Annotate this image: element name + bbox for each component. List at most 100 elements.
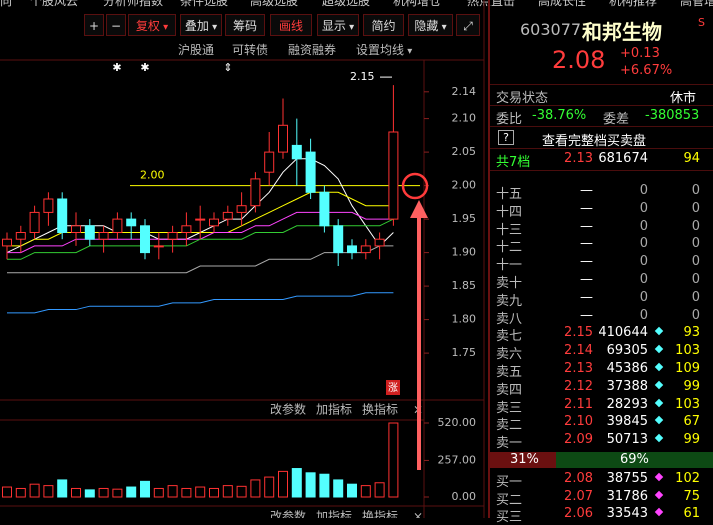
y-tick-label: 1.85	[452, 279, 477, 292]
panel-tool[interactable]: 换指标	[362, 402, 398, 417]
volume-bar	[84, 489, 95, 498]
volume-bar	[15, 487, 26, 498]
book-label: 买二	[496, 492, 523, 508]
volume-bar	[291, 468, 302, 498]
book-count: 67	[683, 414, 700, 430]
y-tick-label: 0.00	[452, 490, 477, 503]
stock-name: 和邦生物	[582, 20, 662, 44]
y-tick-label: 1.90	[452, 246, 477, 259]
menu-item[interactable]: 高级选股	[250, 0, 299, 8]
candle-body	[126, 218, 137, 227]
y-tick-label: 257.00	[438, 453, 477, 466]
candle-body	[209, 218, 219, 227]
toolbar-button[interactable]: 隐藏	[408, 14, 453, 36]
limit-badge: 涨	[388, 382, 398, 394]
toolbar-button[interactable]: ⤢	[456, 14, 480, 36]
book-label: 十三	[496, 222, 523, 238]
panel-tool[interactable]: 换指标	[362, 509, 398, 519]
candle-body	[236, 205, 247, 213]
book-marker	[654, 507, 664, 517]
volume-bar	[388, 422, 399, 498]
menu-item[interactable]: 机构增仓	[393, 0, 442, 8]
divider	[490, 170, 713, 171]
toolbar-button[interactable]: 复权	[128, 14, 176, 36]
divider	[490, 105, 713, 106]
toolbar-button[interactable]: 筹码	[225, 14, 265, 36]
candle-body	[71, 225, 81, 234]
menu-item[interactable]: 高成长性	[538, 0, 587, 8]
book-count: 103	[675, 343, 700, 359]
candle-body	[222, 211, 233, 220]
book-price: —	[580, 272, 593, 287]
menu-item[interactable]: 高管增	[680, 0, 713, 8]
book-volume: 37388	[606, 378, 648, 394]
book-count: 61	[683, 506, 700, 521]
book-price: —	[580, 289, 593, 305]
book-count: 0	[691, 272, 700, 287]
kline-chart: 2.14 2.10 2.05 2.00 1.95 1.90 1.85 1.80 1.75 2.00…	[0, 0, 485, 519]
candle-body	[291, 144, 302, 160]
quote-panel: 603077 和邦生物 S 2.08 +0.13 +6.67% 交易状态 休市 委比 -38.76…	[488, 0, 713, 525]
book-count: 0	[691, 307, 700, 323]
toolbar-button[interactable]: 显示	[317, 14, 359, 36]
last-price: 2.08	[552, 46, 606, 74]
panel-tool[interactable]: 加指标	[316, 402, 352, 417]
menu-item[interactable]: 个股风云	[30, 0, 79, 8]
y-tick-label: 2.10	[452, 112, 477, 125]
book-marker	[654, 472, 664, 482]
book-count: 75	[683, 488, 700, 504]
toolbar-button[interactable]: −	[106, 14, 126, 36]
book-marker	[654, 398, 664, 407]
book-price: 2.14	[564, 343, 593, 359]
book-price: —	[580, 183, 593, 198]
menu-item[interactable]: 机构推荐	[609, 0, 658, 8]
event-marker: ✱	[112, 61, 121, 74]
book-count: 94	[683, 151, 700, 166]
book-price: 2.12	[564, 378, 593, 394]
book-volume: 69305	[606, 343, 648, 359]
book-marker	[654, 344, 664, 354]
toolbar-button[interactable]: +	[84, 14, 104, 36]
volume-bar	[319, 473, 330, 498]
book-volume: 0	[639, 307, 648, 323]
candle-body	[264, 151, 275, 173]
volume-bar	[71, 487, 81, 498]
candle-body	[2, 238, 12, 247]
sub-button[interactable]: 设置均线	[356, 41, 412, 58]
menu-item[interactable]: 条件选股	[180, 0, 229, 8]
ma-line	[7, 292, 394, 314]
ratio-sell-bg	[490, 452, 556, 468]
book-marker	[654, 327, 664, 336]
volume-bar	[2, 486, 12, 498]
panel-tool[interactable]: 改参数	[270, 402, 306, 417]
toolbar-button[interactable]: 叠加	[180, 14, 222, 36]
book-marker	[654, 380, 664, 390]
book-marker	[654, 416, 664, 425]
candle-body	[43, 198, 54, 213]
volume-bar	[181, 487, 192, 498]
panel-tool[interactable]: ×	[413, 510, 423, 519]
panel-tool[interactable]: 加指标	[316, 509, 352, 519]
book-label: 卖五	[496, 365, 523, 380]
menu-item[interactable]: 热点直击	[467, 0, 516, 8]
panel-tool[interactable]: 改参数	[270, 509, 306, 519]
sub-button[interactable]: 可转债	[232, 43, 269, 57]
book-label: 十四	[496, 204, 523, 220]
candle-body	[167, 232, 178, 240]
book-label: 卖三	[496, 400, 523, 416]
menu-item[interactable]: 超级选股	[322, 0, 371, 8]
book-count: 0	[691, 200, 700, 216]
menu-item[interactable]: 向	[0, 0, 13, 8]
full-book-link[interactable]: 查看完整档买卖盘	[542, 134, 647, 149]
book-price: 2.08	[564, 471, 593, 486]
sub-button[interactable]: 沪股通	[178, 43, 215, 57]
volume-bar	[195, 486, 206, 498]
toolbar-button[interactable]: 简约	[363, 14, 404, 36]
book-volume: 45386	[606, 361, 648, 376]
book-price: 2.09	[564, 432, 593, 448]
status-label: 交易状态	[496, 91, 549, 106]
book-volume: 0	[639, 200, 648, 216]
sub-button[interactable]: 融资融券	[288, 43, 337, 57]
menu-item[interactable]: 分析师指数	[103, 0, 164, 8]
toolbar-button[interactable]: 画线	[270, 14, 312, 36]
